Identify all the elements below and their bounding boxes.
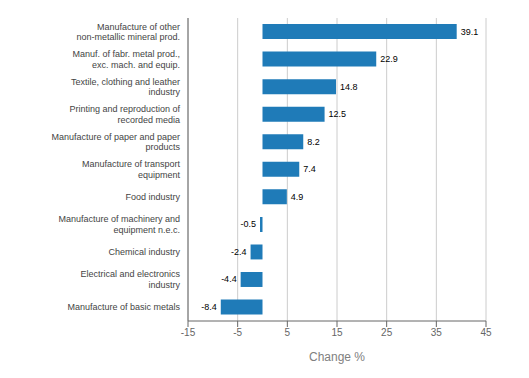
svg-text:15: 15 [331, 327, 343, 338]
svg-text:8.2: 8.2 [307, 137, 320, 147]
svg-text:7.4: 7.4 [303, 164, 316, 174]
svg-text:Manuf. of fabr. metal prod.,ex: Manuf. of fabr. metal prod.,exc. mach. a… [72, 49, 180, 69]
svg-text:Food industry: Food industry [125, 192, 180, 202]
svg-text:-2.4: -2.4 [231, 247, 247, 257]
svg-text:-15: -15 [181, 327, 196, 338]
svg-text:14.8: 14.8 [340, 82, 358, 92]
svg-text:Electrical and electronicsindu: Electrical and electronicsindustry [80, 269, 180, 290]
svg-text:5: 5 [285, 327, 291, 338]
svg-text:Manufacture of othernon-metall: Manufacture of othernon-metallic mineral… [76, 22, 180, 43]
svg-text:Change %: Change % [309, 350, 365, 364]
svg-text:-5: -5 [233, 327, 242, 338]
svg-text:22.9: 22.9 [380, 54, 398, 64]
svg-text:Textile, clothing and leatheri: Textile, clothing and leatherindustry [71, 77, 181, 98]
svg-text:25: 25 [381, 327, 393, 338]
svg-text:4.9: 4.9 [291, 192, 304, 202]
svg-text:Manufacture of basic metals: Manufacture of basic metals [67, 302, 180, 312]
svg-text:39.1: 39.1 [461, 27, 479, 37]
svg-text:-4.4: -4.4 [221, 274, 237, 284]
svg-text:Manufacture of paper and paper: Manufacture of paper and paperproducts [51, 132, 180, 153]
svg-text:Printing and reproduction ofre: Printing and reproduction ofrecorded med… [69, 104, 180, 125]
svg-text:12.5: 12.5 [329, 109, 347, 119]
svg-text:Manufacture of transportequipm: Manufacture of transportequipment [82, 159, 181, 180]
svg-text:-8.4: -8.4 [201, 302, 217, 312]
svg-text:35: 35 [431, 327, 443, 338]
svg-text:45: 45 [480, 327, 492, 338]
svg-text:Manufacture of machinery andeq: Manufacture of machinery andequipment n.… [58, 214, 180, 235]
svg-text:-0.5: -0.5 [241, 219, 257, 229]
svg-text:Chemical industry: Chemical industry [108, 247, 180, 257]
